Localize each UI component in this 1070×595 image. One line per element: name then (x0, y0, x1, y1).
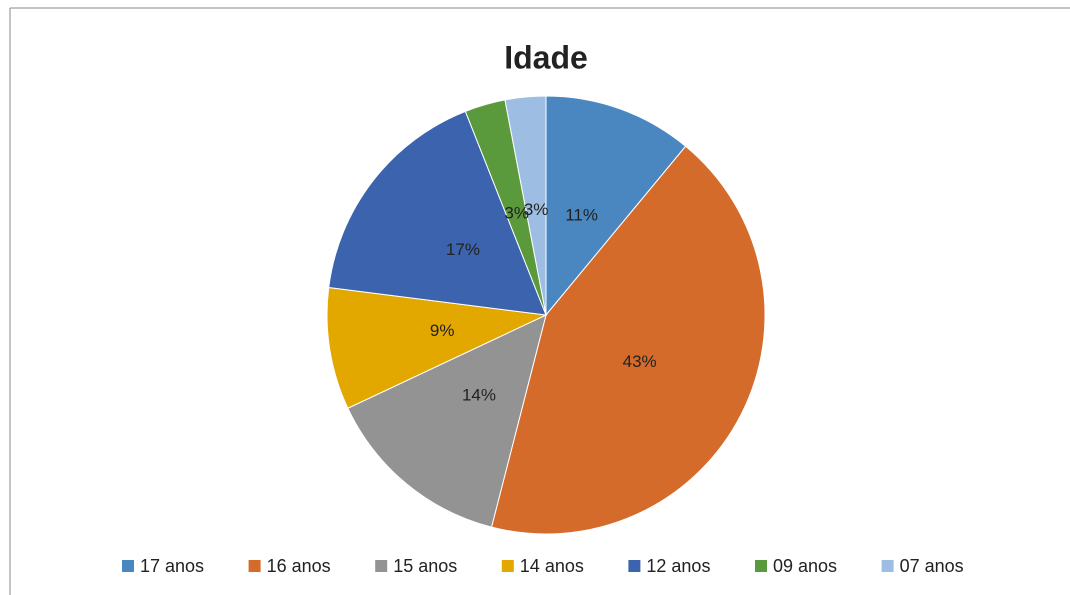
legend-label: 15 anos (393, 556, 457, 576)
pie-slice (490, 145, 766, 535)
data-label: 11% (565, 206, 598, 225)
data-label: 3% (524, 200, 549, 219)
legend-swatch (248, 560, 261, 572)
legend-swatch (628, 560, 641, 572)
pie-slice (328, 110, 547, 316)
data-label: 17% (446, 240, 480, 259)
chart-title: Idade (504, 39, 588, 75)
legend-swatch (375, 560, 388, 572)
legend-label: 12 anos (646, 556, 710, 576)
pie-slice (347, 314, 547, 528)
data-label: 43% (623, 352, 657, 371)
data-label: 9% (430, 321, 455, 340)
legend-label: 09 anos (773, 556, 837, 576)
pie-slice (545, 95, 687, 317)
legend-label: 16 anos (267, 556, 331, 576)
legend-label: 17 anos (140, 556, 204, 576)
pie-slice (326, 286, 548, 409)
legend-swatch (881, 560, 894, 572)
legend-swatch (122, 560, 134, 572)
pie-slice (504, 95, 547, 316)
data-label: 3% (504, 204, 529, 223)
legend-swatch (755, 560, 767, 572)
legend-swatch (501, 560, 514, 572)
legend-label: 07 anos (900, 556, 964, 576)
legend-label: 14 anos (520, 556, 584, 576)
data-label: 14% (462, 385, 496, 404)
